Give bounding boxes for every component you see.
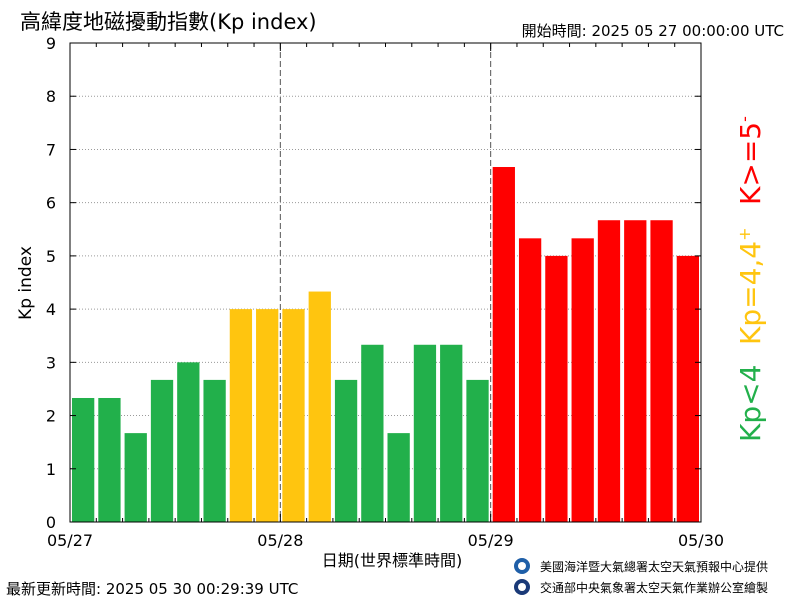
chart-title: 高緯度地磁擾動指數(Kp index) (20, 10, 317, 34)
credit-noaa: 美國海洋暨大氣總署太空天氣預報中心提供 (540, 560, 769, 574)
noaa-logo-icon (514, 558, 530, 574)
bar-group (72, 167, 699, 523)
legend-yellow-sup: + (735, 227, 754, 240)
bar (203, 379, 226, 522)
bar (229, 309, 253, 522)
bar (334, 379, 358, 522)
x-tick-labels: 05/27 05/28 05/29 05/30 (47, 531, 724, 550)
bar (361, 344, 384, 522)
y-tick-label: 7 (46, 140, 56, 159)
cwa-logo-icon (514, 579, 530, 595)
y-axis-label: Kp index (16, 246, 36, 320)
gridlines (70, 43, 701, 522)
bar (150, 379, 174, 522)
y-tick-label: 4 (46, 300, 56, 319)
y-tick-label: 5 (46, 247, 56, 266)
y-tick-label: 8 (46, 87, 56, 106)
y-tick-label: 9 (46, 34, 56, 53)
y-tick-label: 1 (46, 460, 56, 479)
bar (440, 344, 463, 522)
bar (256, 309, 279, 522)
bar (466, 379, 489, 522)
bar (518, 238, 542, 522)
bar (571, 238, 594, 522)
y-tick-labels: 0 1 2 3 4 5 6 7 8 9 (46, 34, 56, 532)
legend-yellow: Kp=4,4+ (734, 227, 767, 345)
bar (545, 255, 568, 522)
y-tick-label: 3 (46, 353, 56, 372)
credit-cwa: 交通部中央氣象署太空天氣作業辦公室繪製 (540, 581, 769, 595)
bar (492, 167, 515, 522)
bar (650, 220, 673, 523)
x-axis-label: 日期(世界標準時間) (322, 551, 463, 570)
bar (124, 433, 147, 522)
axes (69, 42, 702, 523)
x-tick-label: 05/28 (257, 531, 303, 550)
start-time-label: 開始時間: 2025 05 27 00:00:00 UTC (521, 22, 784, 40)
bar (387, 433, 410, 522)
bar (72, 397, 95, 522)
legend-yellow-text: Kp=4,4 (734, 241, 767, 345)
y-tick-label: 2 (46, 407, 56, 426)
x-tick-label: 05/30 (678, 531, 724, 550)
bar (282, 309, 305, 522)
bar (308, 291, 331, 522)
y-tick-label: 0 (46, 513, 56, 532)
bar (98, 397, 121, 522)
bar (177, 362, 200, 522)
legend-red-sup: - (735, 116, 754, 122)
bar (413, 344, 437, 522)
y-tick-label: 6 (46, 194, 56, 213)
legend-red: K>=5- (734, 116, 767, 205)
legend-red-text: K>=5 (734, 122, 767, 205)
legend-green: Kp<4 (734, 365, 767, 442)
bar (597, 220, 621, 523)
x-tick-label: 05/29 (468, 531, 514, 550)
legend-green-text: Kp<4 (734, 365, 767, 442)
bar (676, 255, 699, 522)
last-updated-label: 最新更新時間: 2025 05 30 00:29:39 UTC (6, 580, 299, 598)
bar (624, 220, 647, 523)
x-tick-label: 05/27 (47, 531, 93, 550)
